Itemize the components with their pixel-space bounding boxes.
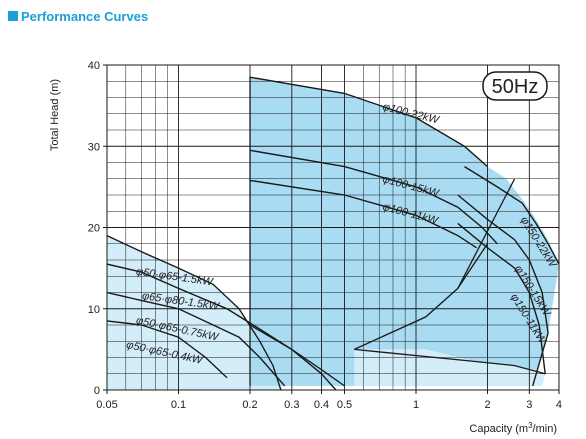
x-tick-label-1: 1	[413, 399, 419, 411]
curve-line-4	[457, 194, 549, 387]
y-tick-label-30: 30	[88, 141, 100, 153]
region-large-150-lower	[354, 349, 546, 386]
curve-line-9	[107, 320, 228, 379]
x-axis-label: Capacity (m3/min)	[469, 421, 557, 435]
x-tick-label-0.4: 0.4	[314, 399, 329, 411]
grid	[107, 65, 559, 390]
header-title: Performance Curves	[21, 8, 149, 24]
x-axis-label-sup: 3	[528, 421, 533, 430]
curve-line-2	[249, 179, 477, 249]
x-axis-label-suffix: /min)	[533, 423, 557, 435]
boundaries	[249, 77, 546, 387]
y-tick-label-40: 40	[88, 60, 100, 72]
x-tick-label-2: 2	[484, 399, 490, 411]
x-axis-label-prefix: Capacity (m	[469, 423, 528, 435]
region-large-pumps	[250, 77, 559, 386]
section-header: Performance Curves	[8, 7, 148, 25]
x-tick-label-0.5: 0.5	[337, 399, 352, 411]
curve-line-3	[464, 166, 559, 265]
x-tick-label-4: 4	[556, 399, 562, 411]
boundary-large-150-divider	[457, 178, 516, 289]
frequency-badge: 50Hz	[482, 71, 548, 101]
y-tick-label-10: 10	[88, 304, 100, 316]
regions	[107, 77, 559, 390]
frequency-badge-box	[482, 71, 548, 101]
header-square-icon	[8, 11, 18, 21]
curve-line-0	[249, 76, 488, 168]
y-tick-label-0: 0	[94, 385, 100, 397]
y-axis-label: Total Head (m)	[49, 79, 61, 151]
frequency-badge-text: 50Hz	[492, 76, 539, 98]
curves	[107, 76, 559, 390]
curve-line-7	[107, 263, 337, 390]
boundary-large-150-lower-edge	[354, 348, 546, 375]
x-tick-label-0.2: 0.2	[242, 399, 257, 411]
x-tick-label-0.1: 0.1	[171, 399, 186, 411]
curve-line-6	[107, 234, 282, 390]
region-small-pumps	[107, 235, 281, 390]
curve-line-8	[107, 291, 286, 387]
curve-line-5	[457, 222, 546, 374]
x-tick-label-3: 3	[526, 399, 532, 411]
x-tick-label-0.05: 0.05	[96, 399, 117, 411]
curve-line-1	[249, 149, 498, 245]
y-tick-label-20: 20	[88, 223, 100, 235]
boundary-large-bottom-arc	[249, 324, 345, 387]
x-tick-label-0.3: 0.3	[284, 399, 299, 411]
